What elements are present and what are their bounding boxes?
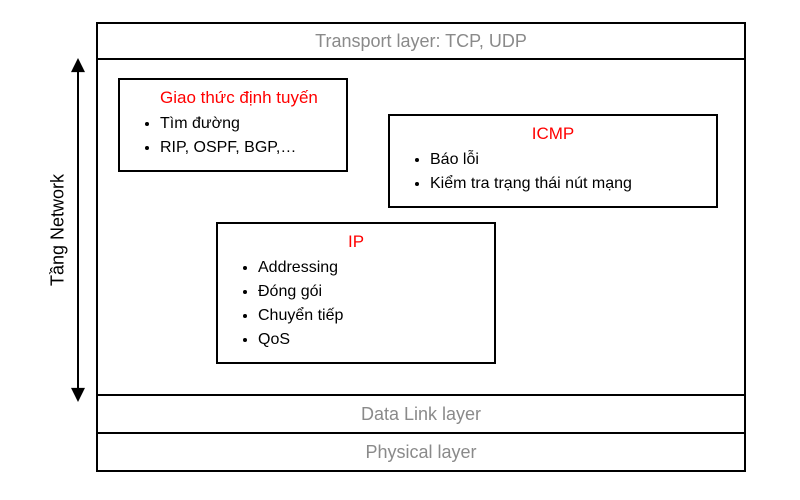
layer-stack-container: Transport layer: TCP, UDP Giao thức định… xyxy=(96,22,746,472)
datalink-layer-label: Data Link layer xyxy=(361,404,481,425)
list-item: QoS xyxy=(258,328,482,352)
ip-box-list: Addressing Đóng gói Chuyển tiếp QoS xyxy=(230,256,482,352)
list-item: Kiểm tra trạng thái nút mạng xyxy=(430,172,704,196)
icmp-box: ICMP Báo lỗi Kiểm tra trạng thái nút mạn… xyxy=(388,114,718,208)
ip-box-title: IP xyxy=(230,232,482,252)
network-layer-area: Giao thức định tuyến Tìm đường RIP, OSPF… xyxy=(98,60,744,394)
list-item: RIP, OSPF, BGP,… xyxy=(160,136,334,160)
routing-protocol-box: Giao thức định tuyến Tìm đường RIP, OSPF… xyxy=(118,78,348,172)
routing-box-title: Giao thức định tuyến xyxy=(132,88,334,108)
physical-layer-label: Physical layer xyxy=(365,442,476,463)
icmp-box-title: ICMP xyxy=(402,124,704,144)
list-item: Tìm đường xyxy=(160,112,334,136)
double-arrow-icon xyxy=(68,58,88,402)
network-layer-side-label: Tầng Network xyxy=(22,58,94,402)
list-item: Báo lỗi xyxy=(430,148,704,172)
list-item: Chuyển tiếp xyxy=(258,304,482,328)
routing-box-list: Tìm đường RIP, OSPF, BGP,… xyxy=(132,112,334,160)
datalink-layer-band: Data Link layer xyxy=(98,394,744,432)
physical-layer-band: Physical layer xyxy=(98,432,744,470)
transport-layer-label: Transport layer: TCP, UDP xyxy=(315,31,527,52)
side-label-text: Tầng Network xyxy=(48,174,69,286)
transport-layer-band: Transport layer: TCP, UDP xyxy=(98,24,744,60)
list-item: Đóng gói xyxy=(258,280,482,304)
list-item: Addressing xyxy=(258,256,482,280)
icmp-box-list: Báo lỗi Kiểm tra trạng thái nút mạng xyxy=(402,148,704,196)
ip-box: IP Addressing Đóng gói Chuyển tiếp QoS xyxy=(216,222,496,364)
